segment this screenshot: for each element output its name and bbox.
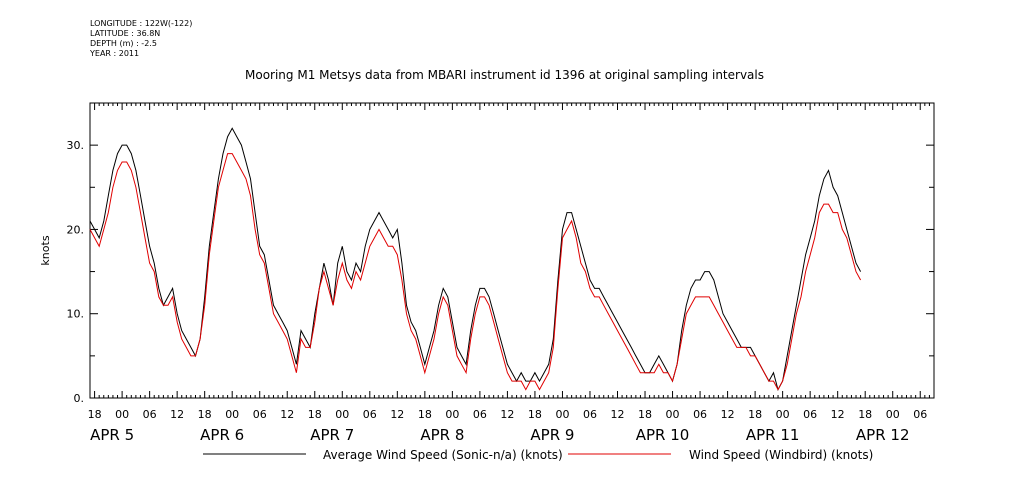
x-day-label: APR 11 [746, 426, 800, 444]
year-text: YEAR : 2011 [90, 49, 140, 58]
x-hour-label: 00 [335, 408, 349, 421]
x-hour-label: 12 [831, 408, 845, 421]
x-hour-label: 00 [555, 408, 569, 421]
x-hour-label: 06 [143, 408, 157, 421]
depth-text: DEPTH (m) : -2.5 [90, 39, 157, 48]
x-day-label: APR 12 [856, 426, 910, 444]
x-hour-label: 12 [721, 408, 735, 421]
x-hour-label: 06 [253, 408, 267, 421]
longitude-text: LONGITUDE : 122W(-122) [90, 19, 193, 28]
x-hour-label: 06 [363, 408, 377, 421]
x-day-label: APR 9 [530, 426, 574, 444]
x-hour-label: 00 [115, 408, 129, 421]
x-day-label: APR 5 [90, 426, 134, 444]
metadata-block: LONGITUDE : 122W(-122) LATITUDE : 36.8N … [90, 19, 192, 59]
series-lines [89, 127, 862, 391]
chart-title: Mooring M1 Metsys data from MBARI instru… [245, 68, 764, 82]
plot-border [89, 102, 935, 399]
x-hour-label: 18 [638, 408, 652, 421]
plot-frame [89, 102, 935, 399]
x-day-label: APR 8 [420, 426, 464, 444]
legend-label-average: Average Wind Speed (Sonic-n/a) (knots) [323, 448, 563, 462]
x-hour-label: 18 [858, 408, 872, 421]
x-hour-label: 18 [418, 408, 432, 421]
series-line-windbird-wind-speed [89, 153, 862, 391]
x-hour-label: 12 [280, 408, 294, 421]
x-hour-label: 06 [583, 408, 597, 421]
x-hour-label: 00 [225, 408, 239, 421]
x-hour-label: 00 [776, 408, 790, 421]
x-hour-label: 12 [390, 408, 404, 421]
y-tick-label: 0. [74, 392, 85, 405]
axis-labels: 0. 10. 20. 30. knots 18 00 06 12 18 00 06 12 18 00 06 12… [39, 139, 927, 444]
legend: Average Wind Speed (Sonic-n/a) (knots) Wi… [203, 448, 873, 462]
x-hour-label: 00 [886, 408, 900, 421]
x-day-label: APR 10 [636, 426, 690, 444]
x-hour-label: 18 [88, 408, 102, 421]
y-tick-label: 20. [67, 223, 85, 236]
y-tick-label: 10. [67, 308, 85, 321]
series-line-average-wind-speed [89, 127, 862, 391]
x-hour-label: 18 [528, 408, 542, 421]
x-hour-label: 18 [308, 408, 322, 421]
x-hour-label: 18 [748, 408, 762, 421]
x-hour-label: 12 [611, 408, 625, 421]
y-axis-label: knots [39, 235, 52, 265]
axis-ticks [89, 102, 935, 399]
x-hour-label: 18 [198, 408, 212, 421]
x-hour-label: 06 [803, 408, 817, 421]
x-hour-label: 06 [473, 408, 487, 421]
x-hour-label: 06 [913, 408, 927, 421]
latitude-text: LATITUDE : 36.8N [90, 29, 161, 38]
x-hour-label: 00 [666, 408, 680, 421]
x-hour-label: 06 [693, 408, 707, 421]
x-hour-label: 12 [500, 408, 514, 421]
x-hour-label: 00 [445, 408, 459, 421]
x-hour-label: 12 [170, 408, 184, 421]
legend-label-windbird: Wind Speed (Windbird) (knots) [689, 448, 873, 462]
y-tick-label: 30. [67, 139, 85, 152]
x-day-label: APR 6 [200, 426, 244, 444]
x-day-label: APR 7 [310, 426, 354, 444]
